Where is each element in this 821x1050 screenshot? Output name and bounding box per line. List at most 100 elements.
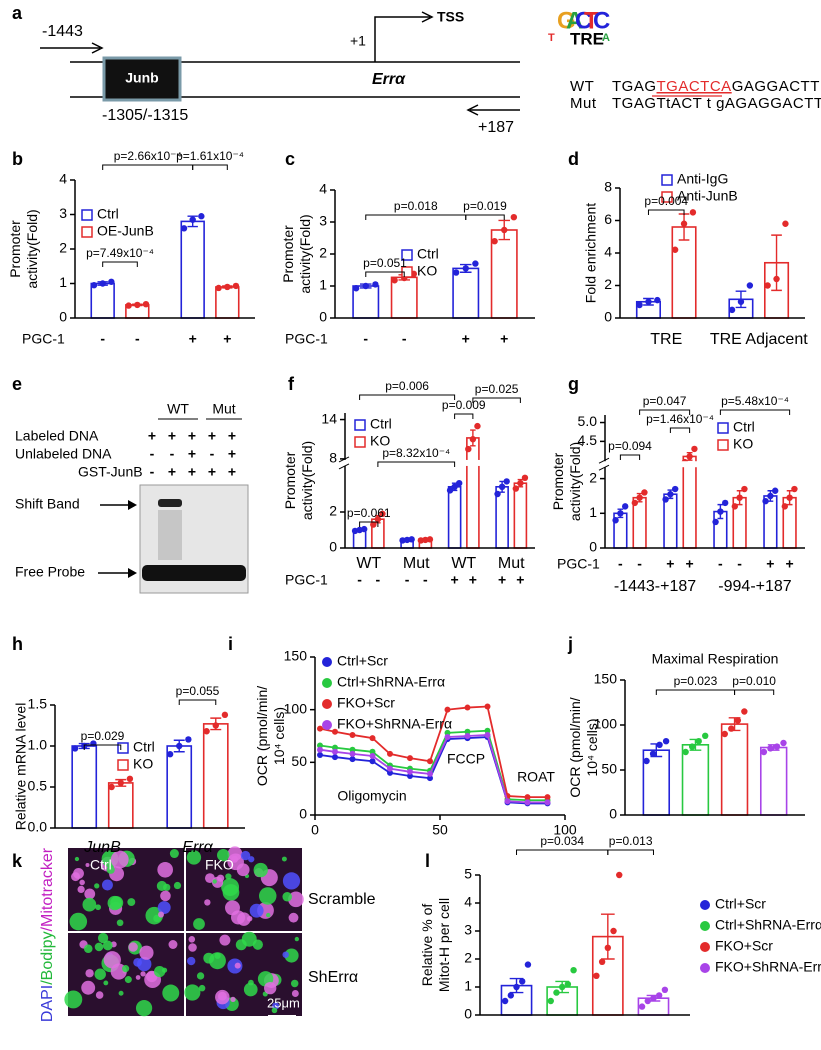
legend-marker [661,174,673,186]
data-point [126,775,134,782]
x-tick-label: - [363,331,368,347]
panel-letter: g [568,374,579,394]
cell-blob [258,887,277,905]
data-point [598,958,606,965]
data-point [232,282,240,290]
group-label: WT [356,555,381,572]
data-point [374,516,382,523]
data-point [695,738,702,745]
data-point [484,731,491,738]
data-point [558,983,566,991]
shift-band [158,499,182,507]
legend-marker [117,742,129,754]
y-tick-label: 3 [464,922,472,938]
data-point [352,285,360,292]
data-point [721,499,729,507]
data-point [643,757,650,765]
data-point [517,480,524,487]
x-tick-label: + [451,572,459,588]
data-point [617,510,624,517]
cell-blob [85,863,90,868]
panel-letter: b [12,149,23,169]
data-point [198,213,205,220]
data-point [349,756,356,763]
data-point [512,485,520,492]
cell-blob [135,1000,153,1017]
significance-bracket [83,744,122,750]
data-point [616,871,623,879]
cell-blob [246,915,253,922]
cell-blob [266,912,271,918]
legend-label: Anti-IgG [677,171,728,187]
p-value: p=1.61x10⁻⁴ [176,149,244,163]
p-value: p=0.010 [732,674,776,688]
data-point [426,536,434,543]
data-point [610,927,617,935]
x-tick-label: 50 [432,822,448,838]
data-point [503,478,510,485]
data-point [762,497,769,505]
significance-bracket [454,413,474,419]
seq-site: TGACTCA [657,78,732,95]
stain-label: DAPI/Bodipy/Mitotracker [39,847,56,1022]
data-point [427,770,433,777]
x-tick-label: - [405,572,410,588]
y-tick-label: 3 [59,205,67,221]
x-tick-label: + [666,556,674,572]
significance-bracket [102,261,138,267]
row-label: GST-JunB [78,464,143,480]
significance-bracket [647,209,685,215]
cell-blob [79,879,85,886]
bar [513,482,528,549]
panel-letter: l [425,851,430,871]
data-point [767,745,774,752]
cell-blob [106,865,115,874]
cell-blob [184,984,201,1001]
y-tick-label: 2 [589,469,597,485]
cell-blob [294,936,300,942]
legend-marker [700,942,710,952]
phase-label: FCCP [447,751,485,767]
y-tick-label: 1.5 [28,696,48,712]
cell-blob [64,990,83,1009]
p-value: p=2.66x10⁻⁴ [114,149,182,163]
data-point [464,728,471,735]
y-tick-label: 2 [464,950,472,966]
data-point [372,281,379,288]
data-point [125,302,132,309]
cell-blob [236,863,250,877]
data-point [166,751,174,758]
y-axis-label: Promoter [7,220,23,278]
data-point [667,491,674,498]
data-point [212,722,219,729]
data-point [469,436,477,443]
significance-bracket [734,689,775,695]
cell-blob [225,873,232,880]
cell-blob [140,971,146,977]
legend-label: KO [370,433,390,449]
significance-bracket [472,397,521,403]
x-tick-label: 100 [553,822,577,838]
p-value: p=0.004 [644,194,688,208]
cell-blob [271,1007,278,1014]
data-point [524,799,531,806]
x-tick-label: 0 [311,822,319,838]
group-label: -994-+187 [718,578,791,595]
data-point [728,306,736,314]
lane-group: WT [167,401,189,417]
legend-label: Ctrl+Scr [715,896,766,912]
x-tick-label: - [135,331,140,347]
cell-blob [264,981,277,995]
cell-blob [156,880,167,891]
data-point [134,301,141,309]
data-point [108,278,115,285]
data-point [662,738,670,745]
data-point [737,298,745,305]
cell-blob [84,888,96,900]
x-axis-label: PGC-1 [285,331,328,347]
cell-blob [281,856,287,862]
cell-blob [221,878,240,897]
panel-letter: a [12,3,23,23]
condition-mark: + [168,428,176,444]
